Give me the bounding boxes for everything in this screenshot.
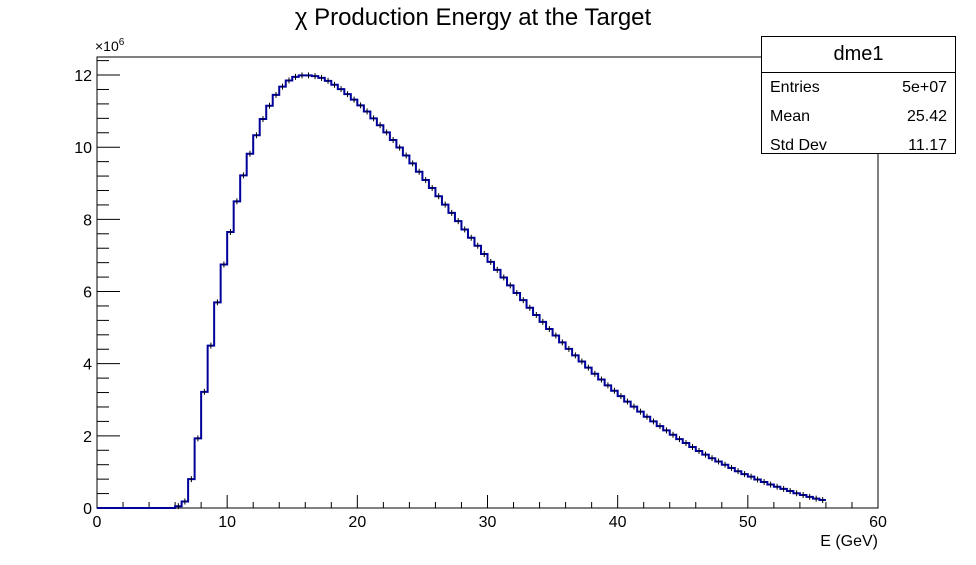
stats-value: 11.17 bbox=[908, 137, 947, 154]
x-tick-label: 30 bbox=[479, 514, 497, 531]
stats-label: Entries bbox=[770, 79, 820, 96]
y-tick-label: 2 bbox=[83, 429, 92, 446]
x-tick-label: 40 bbox=[609, 514, 627, 531]
x-axis-label: E (GeV) bbox=[820, 533, 878, 550]
stats-row-stddev: Std Dev 11.17 bbox=[762, 131, 955, 160]
x-tick-labels: 0 10 20 30 40 50 60 bbox=[93, 514, 887, 531]
y-tick-label: 6 bbox=[83, 285, 92, 302]
stats-label: Std Dev bbox=[770, 137, 827, 154]
axis-ticks bbox=[96, 60, 879, 509]
stats-value: 5e+07 bbox=[902, 79, 947, 96]
x-tick-label: 50 bbox=[739, 514, 757, 531]
y-tick-label: 12 bbox=[74, 68, 92, 85]
y-tick-label: 8 bbox=[83, 212, 92, 229]
x-tick-label: 0 bbox=[93, 514, 102, 531]
y-multiplier-base: ×10 bbox=[95, 38, 119, 54]
stats-row-entries: Entries 5e+07 bbox=[762, 73, 955, 102]
y-tick-label: 10 bbox=[74, 140, 92, 157]
y-tick-label: 0 bbox=[83, 501, 92, 518]
stats-value: 25.42 bbox=[906, 108, 947, 125]
x-tick-label: 60 bbox=[869, 514, 887, 531]
stats-box: dme1 Entries 5e+07 Mean 25.42 Std Dev 11… bbox=[761, 36, 956, 154]
histogram-line bbox=[97, 74, 826, 509]
y-tick-labels: 0 2 4 6 8 10 12 bbox=[74, 68, 92, 518]
x-tick-label: 20 bbox=[348, 514, 366, 531]
chart-title: χ Production Energy at the Target bbox=[294, 4, 652, 31]
stats-label: Mean bbox=[770, 108, 811, 125]
stats-histogram-name: dme1 bbox=[762, 37, 955, 73]
y-multiplier: ×106 bbox=[95, 37, 124, 54]
x-tick-label: 10 bbox=[218, 514, 236, 531]
histogram-series bbox=[97, 74, 826, 509]
y-multiplier-exponent: 6 bbox=[118, 37, 125, 48]
stats-row-mean: Mean 25.42 bbox=[762, 102, 955, 131]
error-bars bbox=[177, 72, 824, 510]
y-tick-label: 4 bbox=[83, 357, 92, 374]
